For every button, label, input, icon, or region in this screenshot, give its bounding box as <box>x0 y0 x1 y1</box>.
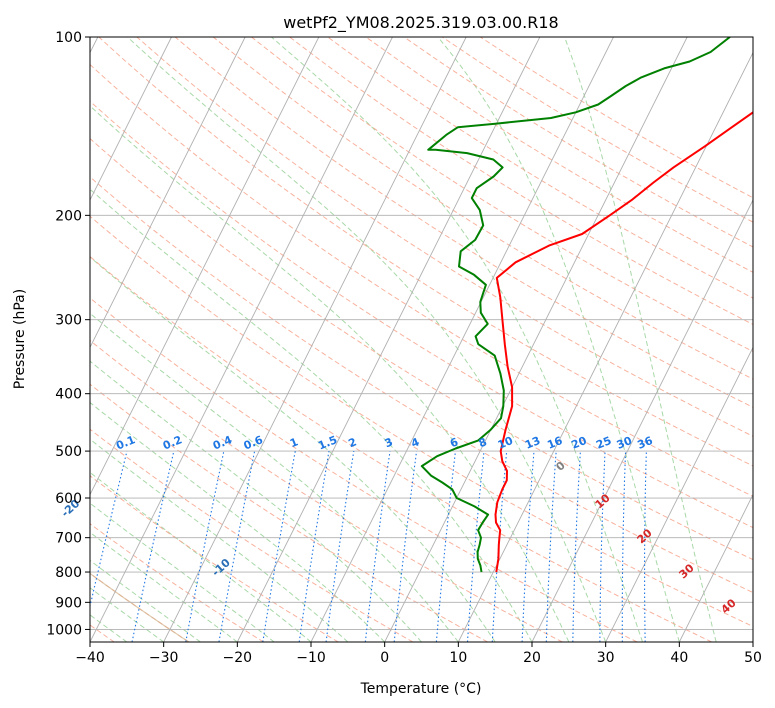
plot-background <box>90 37 753 642</box>
mixing-ratio-line <box>90 450 128 609</box>
dry-adiabat-line <box>212 37 753 380</box>
dry-adiabat-line <box>90 297 638 642</box>
series-layer <box>420 37 753 573</box>
y-tick-label: 300 <box>55 313 82 329</box>
isotherm-line <box>457 51 753 642</box>
y-axis-label: Pressure (hPa) <box>12 289 28 389</box>
isotherm-line <box>236 37 541 642</box>
isotherm-line <box>90 37 246 349</box>
moist-adiabat-line <box>564 37 717 642</box>
chart-title: wetPf2_YM08.2025.319.03.00.R18 <box>283 13 558 33</box>
mixing-ratio-label: 25 <box>594 434 613 452</box>
dry-adiabat-line <box>90 255 712 642</box>
x-tick-label: −30 <box>149 650 179 666</box>
background-lines <box>90 37 753 642</box>
mixing-ratio-line <box>393 451 418 642</box>
x-tick-label: −40 <box>75 650 105 666</box>
dry-adiabat-line <box>90 63 753 497</box>
moist-adiabat-line <box>90 401 386 642</box>
mixing-ratio-line <box>131 450 175 642</box>
temperature-profile <box>494 111 753 573</box>
y-tick-label: 600 <box>55 491 82 507</box>
moist-adiabat-line <box>90 438 349 642</box>
x-tick-label: 20 <box>523 650 541 666</box>
x-tick-label: 10 <box>449 650 467 666</box>
x-tick-label: 50 <box>744 650 762 666</box>
x-axis-label: Temperature (°C) <box>360 681 482 697</box>
dry-adiabat-line <box>90 176 753 594</box>
moist-adiabat-line <box>90 312 459 642</box>
mixing-ratio-label: 20 <box>570 434 589 452</box>
mixing-ratio-label: 10 <box>496 434 515 452</box>
mixing-ratio-label: 8 <box>477 435 489 450</box>
y-tick-label: 100 <box>55 30 82 46</box>
y-tick-label: 400 <box>55 387 82 403</box>
mixing-ratio-line <box>466 451 485 642</box>
isotherm-line <box>384 37 688 642</box>
y-tick-label: 1000 <box>46 622 82 638</box>
y-tick-label: 500 <box>55 444 82 460</box>
mixing-ratio-label: 1 <box>288 435 300 450</box>
isotherm-line <box>531 198 753 642</box>
dry-adiabat-line <box>289 37 753 326</box>
axes: −40 −30 −20 −10 0 10 20 30 40 50 100 200 300 400 500 60… <box>46 30 762 666</box>
mixing-ratio-label: 13 <box>523 434 542 452</box>
y-tick-label: 800 <box>55 565 82 581</box>
moist-adiabat-line <box>90 188 533 642</box>
x-tick-label: 40 <box>670 650 688 666</box>
moist-adiabat-line <box>90 256 496 642</box>
moist-adiabat-line <box>127 37 607 642</box>
isotherm-line <box>90 37 393 642</box>
dry-adiabat-line <box>98 37 753 467</box>
moist-adiabat-line <box>90 360 422 642</box>
dry-adiabat-line <box>90 475 339 642</box>
moist-adiabat-line <box>90 105 570 642</box>
isotherm-line <box>310 37 614 642</box>
reference-curve <box>90 572 190 642</box>
y-tick-label: 700 <box>55 531 82 547</box>
moist-adiabat-line <box>271 37 643 642</box>
mixing-ratio-label: 16 <box>545 434 564 452</box>
mixing-ratio-line <box>325 451 355 642</box>
isotherm-line <box>90 37 172 202</box>
isotherm-line <box>90 37 320 496</box>
plot-frame <box>89 36 754 643</box>
mixing-ratio-label: 3 <box>383 435 395 450</box>
x-tick-label: 30 <box>597 650 615 666</box>
mixing-ratio-label: 2 <box>347 435 359 450</box>
mixing-ratio-line <box>298 451 330 642</box>
dry-adiabat-line <box>90 215 753 628</box>
isotherm-line <box>678 493 753 642</box>
dewpoint-profile <box>420 37 731 573</box>
dry-adiabat-line <box>174 37 753 408</box>
y-tick-label: 200 <box>55 208 82 224</box>
x-tick-label: −10 <box>296 650 326 666</box>
isotherm-line <box>605 346 753 642</box>
x-tick-label: 0 <box>380 650 389 666</box>
dry-adiabat-line <box>90 100 753 529</box>
mixing-ratio-label: 30 <box>615 434 634 452</box>
mixing-ratio-line <box>435 451 456 642</box>
y-tick-label: 900 <box>55 595 82 611</box>
mixing-ratio-label: 36 <box>636 434 655 452</box>
x-tick-label: −20 <box>223 650 253 666</box>
dry-adiabat-line <box>90 383 488 642</box>
dry-adiabat-line <box>90 339 563 642</box>
dry-adiabat-line <box>251 37 753 353</box>
mixing-ratio-line <box>364 451 391 642</box>
isotherm-line <box>163 37 467 642</box>
dry-adiabat-line <box>90 137 753 561</box>
